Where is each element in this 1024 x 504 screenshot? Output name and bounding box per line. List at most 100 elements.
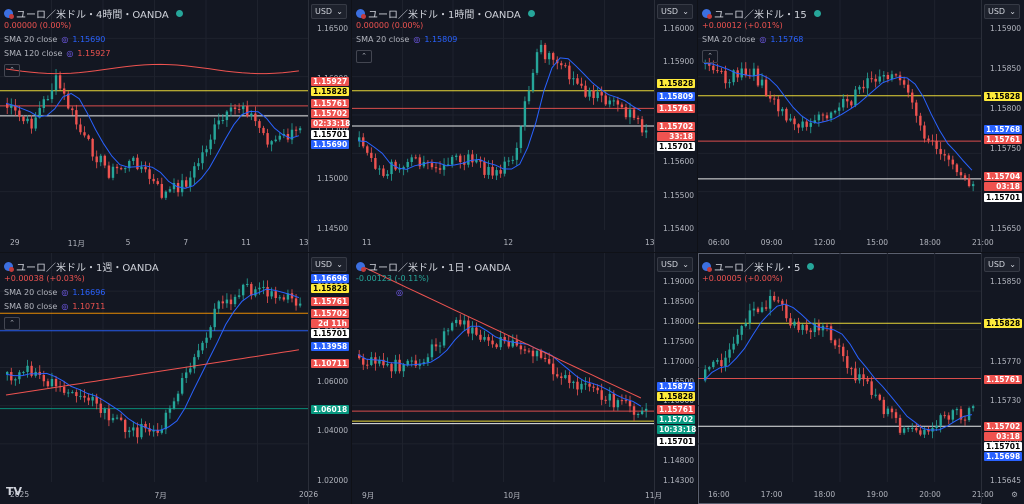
indicator-settings-icon[interactable]: ◎ [413, 35, 421, 44]
currency-select[interactable]: USD ⌄ [657, 4, 693, 19]
candle [644, 130, 648, 133]
candle [764, 79, 768, 96]
price-axis[interactable] [654, 253, 697, 504]
y-tick-label: 1.04000 [316, 426, 348, 436]
indicator-settings-icon[interactable]: ◎ [66, 49, 74, 58]
chart-canvas[interactable] [698, 0, 1024, 252]
candle [850, 101, 853, 106]
candle [479, 159, 482, 162]
candle [426, 357, 430, 363]
currency-flag-icon [356, 9, 366, 19]
candle [781, 108, 784, 112]
indicator-legend[interactable]: SMA 80 close ◎ 1.10711 [4, 302, 105, 311]
candle [410, 157, 413, 162]
chart-panel-p4h[interactable]: 1.165001.160001.155001.150001.145002911月… [0, 0, 351, 252]
candle [939, 148, 942, 155]
price-tag: 03:18 [984, 182, 1022, 192]
currency-select[interactable]: USD ⌄ [984, 257, 1020, 272]
currency-select[interactable]: USD ⌄ [984, 4, 1020, 19]
candle [724, 357, 727, 367]
symbol-title[interactable]: ユーロ／米ドル・5 [702, 259, 815, 274]
candle [511, 159, 514, 161]
candle [866, 379, 869, 382]
candle [282, 297, 286, 300]
candle [866, 78, 869, 89]
candle [475, 159, 478, 163]
indicator-settings-icon[interactable]: ◎ [61, 288, 69, 297]
candle [809, 122, 812, 127]
candle [829, 326, 833, 341]
indicator-legend[interactable]: SMA 20 close ◎ 1.15768 [702, 35, 803, 44]
candle [825, 115, 829, 119]
candle [850, 368, 853, 370]
chart-canvas[interactable] [0, 0, 351, 252]
currency-select[interactable]: USD ⌄ [311, 257, 347, 272]
candle [919, 430, 922, 435]
gear-icon[interactable]: ⚙ [1011, 490, 1018, 499]
price-tag: 1.15761 [657, 404, 695, 414]
x-tick-label: 2026 [299, 490, 319, 499]
candle [752, 308, 756, 311]
currency-flag-icon [4, 262, 14, 272]
indicator-legend[interactable]: SMA 20 close ◎ 1.15690 [4, 35, 105, 44]
x-tick-label: 06:00 [708, 238, 730, 247]
collapse-legend-button[interactable]: ⌃ [702, 50, 718, 63]
candle [42, 99, 46, 109]
chart-canvas[interactable] [352, 0, 697, 252]
candle [624, 107, 628, 118]
x-tick-label: 17:00 [760, 490, 783, 499]
x-tick-label: 7 [183, 238, 189, 247]
candle [119, 417, 123, 420]
candle [846, 98, 849, 102]
chart-panel-p1h[interactable]: 1.160001.159001.158001.157001.156001.155… [352, 0, 697, 252]
candle [704, 369, 707, 381]
indicator-settings-icon[interactable]: ◎ [61, 35, 69, 44]
candle [886, 408, 890, 415]
y-tick-label: 1.19000 [662, 277, 694, 286]
chart-canvas[interactable] [0, 253, 351, 504]
candle [111, 166, 115, 178]
chart-panel-p15[interactable]: 1.159001.158501.158001.157501.157001.156… [698, 0, 1024, 252]
candle [22, 116, 25, 122]
candle [620, 400, 624, 402]
chart-canvas[interactable] [352, 253, 697, 504]
x-tick-label: 11月 [67, 239, 85, 248]
symbol-title[interactable]: ユーロ／米ドル・1時間・OANDA [356, 6, 535, 21]
indicator-settings-icon[interactable]: ◎ [396, 288, 403, 297]
candle [266, 133, 269, 145]
price-axis[interactable] [308, 253, 351, 504]
candle [176, 393, 180, 402]
collapse-legend-button[interactable]: ⌃ [356, 50, 372, 63]
candle [801, 121, 804, 128]
candle [148, 169, 151, 179]
currency-label: USD [988, 260, 1006, 269]
collapse-legend-button[interactable]: ⌃ [4, 317, 20, 330]
candle [10, 105, 13, 108]
symbol-title[interactable]: ユーロ／米ドル・15 [702, 6, 821, 21]
candle [644, 408, 648, 411]
candle [842, 98, 845, 108]
currency-flag-icon [4, 9, 14, 19]
currency-select[interactable]: USD ⌄ [311, 4, 347, 19]
indicator-settings-icon[interactable]: ◎ [759, 35, 767, 44]
symbol-title[interactable]: ユーロ／米ドル・4時間・OANDA [4, 6, 183, 21]
chart-panel-p1d[interactable]: 1.19000 1.18500 1.18000 1.17500 1.17000 1.165… [352, 253, 697, 504]
indicator-settings-icon[interactable]: ◎ [61, 302, 69, 311]
indicator-legend[interactable]: SMA 120 close ◎ 1.15927 [4, 49, 111, 58]
candle [947, 155, 950, 160]
indicator-legend[interactable]: SMA 20 close ◎ 1.15809 [356, 35, 457, 44]
indicator-legend[interactable]: SMA 20 close ◎ 1.16696 [4, 288, 105, 297]
candle [833, 340, 837, 346]
chart-panel-p1w[interactable]: 1.100001.080001.060001.040001.0200020257… [0, 253, 351, 504]
indicator-value: 1.15927 [77, 49, 111, 58]
candle [499, 170, 502, 174]
market-open-icon [175, 10, 183, 17]
currency-select[interactable]: USD ⌄ [657, 257, 693, 272]
candle [262, 286, 265, 288]
symbol-title[interactable]: ユーロ／米ドル・1日・OANDA [356, 259, 511, 274]
symbol-title[interactable]: ユーロ／米ドル・1週・OANDA [4, 259, 159, 274]
chart-canvas[interactable] [698, 253, 1024, 504]
chart-panel-p5[interactable]: 1.158501.158101.157701.157301.156901.156… [698, 253, 1024, 504]
collapse-legend-button[interactable]: ⌃ [4, 64, 20, 77]
indicator-label: SMA 20 close [4, 35, 58, 44]
